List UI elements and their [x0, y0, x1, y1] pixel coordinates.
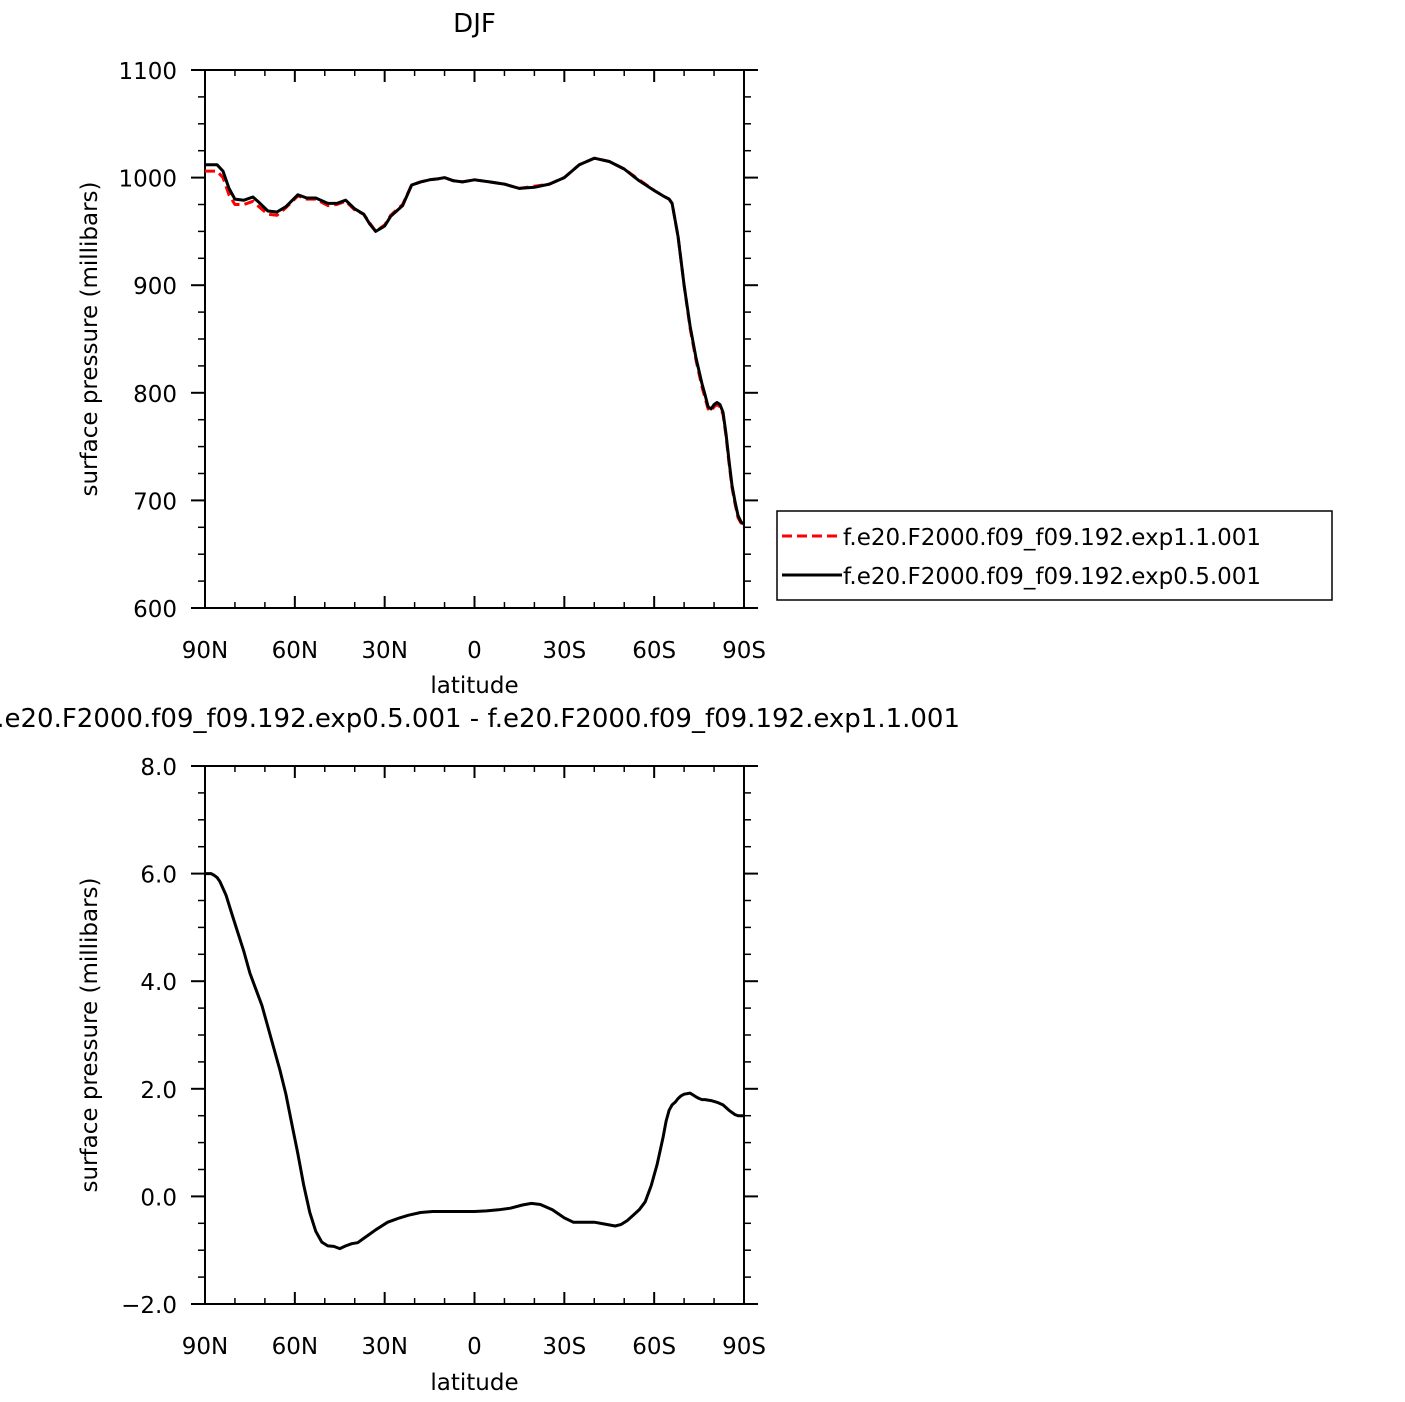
x-tick-label: 90N — [182, 638, 228, 664]
legend-box — [776, 510, 1333, 601]
x-tick-label: 0 — [467, 1334, 482, 1360]
y-tick-label: 0.0 — [140, 1185, 177, 1211]
x-tick-label: 60N — [272, 1334, 318, 1360]
y-tick-label: 2.0 — [140, 1078, 177, 1104]
y-tick-label: 8.0 — [140, 755, 177, 781]
x-tick-label: 0 — [467, 638, 482, 664]
x-tick-label: 30S — [542, 1334, 586, 1360]
panel-1: DJF 90N 60N 30N 0 30S 60S 90S 600 700 800 900 1000 11… — [77, 9, 1333, 699]
x-tick-label: 60N — [272, 638, 318, 664]
y-tick-label: 1100 — [118, 59, 177, 85]
panel-2: f.e20.F2000.f09_f09.192.exp0.5.001 - f.e… — [0, 704, 960, 1396]
y-tick-label: 700 — [133, 489, 177, 515]
x-tick-label: 60S — [632, 1334, 676, 1360]
chart-title: DJF — [453, 9, 496, 39]
y-tick-label: 800 — [133, 382, 177, 408]
x-tick-label: 90S — [722, 638, 766, 664]
x-tick-label: 30N — [361, 638, 407, 664]
series-line-1 — [205, 156, 745, 526]
x-tick-label: 90S — [722, 1334, 766, 1360]
x-axis-label: latitude — [430, 1370, 518, 1396]
legend: f.e20.F2000.f09_f09.192.exp1.1.001 f.e20.… — [776, 510, 1333, 601]
y-tick-label: 900 — [133, 274, 177, 300]
series-line-2 — [205, 156, 745, 526]
y-tick-label: 6.0 — [140, 863, 177, 889]
y-tick-label: 600 — [133, 597, 177, 623]
y-tick-label: −2.0 — [121, 1293, 177, 1319]
y-tick-label: 1000 — [118, 167, 177, 193]
x-tick-label: 60S — [632, 638, 676, 664]
legend-label: f.e20.F2000.f09_f09.192.exp1.1.001 — [843, 525, 1261, 551]
x-axis-label: latitude — [430, 673, 518, 699]
x-tick-label: 30S — [542, 638, 586, 664]
plot-frame — [204, 69, 745, 609]
chart-title: f.e20.F2000.f09_f09.192.exp0.5.001 - f.e… — [0, 704, 960, 734]
y-tick-label: 4.0 — [140, 970, 177, 996]
y-axis-label: surface pressure (millibars) — [77, 877, 103, 1192]
x-tick-label: 90N — [182, 1334, 228, 1360]
plot-frame — [204, 765, 745, 1305]
x-tick-label: 30N — [361, 1334, 407, 1360]
legend-label: f.e20.F2000.f09_f09.192.exp0.5.001 — [843, 564, 1261, 590]
y-axis-label: surface pressure (millibars) — [77, 181, 103, 496]
series-line-1 — [205, 872, 744, 1251]
